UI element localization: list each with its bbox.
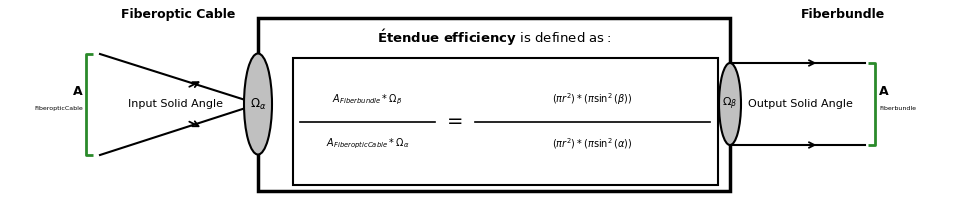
Text: $A_{FiberopticCable}*\Omega_{\alpha}$: $A_{FiberopticCable}*\Omega_{\alpha}$ xyxy=(325,136,409,151)
Ellipse shape xyxy=(719,63,741,145)
Text: $(\pi r^2)*(\pi\sin^2(\beta))$: $(\pi r^2)*(\pi\sin^2(\beta))$ xyxy=(552,92,633,107)
Text: $A_{Fiberbundle}*\Omega_{\beta}$: $A_{Fiberbundle}*\Omega_{\beta}$ xyxy=(332,92,402,107)
Text: A: A xyxy=(879,85,889,98)
Text: Fiberbundle: Fiberbundle xyxy=(801,8,885,21)
Text: Fiberoptic Cable: Fiberoptic Cable xyxy=(121,8,235,21)
Ellipse shape xyxy=(244,54,272,154)
Bar xyxy=(258,18,730,191)
Text: FiberopticCable: FiberopticCable xyxy=(35,106,83,111)
Text: $(\pi r^2)*(\pi\sin^2(\alpha))$: $(\pi r^2)*(\pi\sin^2(\alpha))$ xyxy=(552,136,633,151)
Text: $\Omega_\beta$: $\Omega_\beta$ xyxy=(722,96,737,112)
Text: A: A xyxy=(73,85,83,98)
Text: $\Omega_\alpha$: $\Omega_\alpha$ xyxy=(250,96,266,112)
Text: Fiberbundle: Fiberbundle xyxy=(879,106,916,111)
Text: $\mathbf{\'{E}tendue\ efficiency}$$\rm{\ is\ defined\ as:}$: $\mathbf{\'{E}tendue\ efficiency}$$\rm{\… xyxy=(377,28,612,48)
Text: Output Solid Angle: Output Solid Angle xyxy=(748,99,852,109)
Bar xyxy=(293,58,718,185)
Text: Input Solid Angle: Input Solid Angle xyxy=(128,99,223,109)
Text: =: = xyxy=(446,112,464,131)
